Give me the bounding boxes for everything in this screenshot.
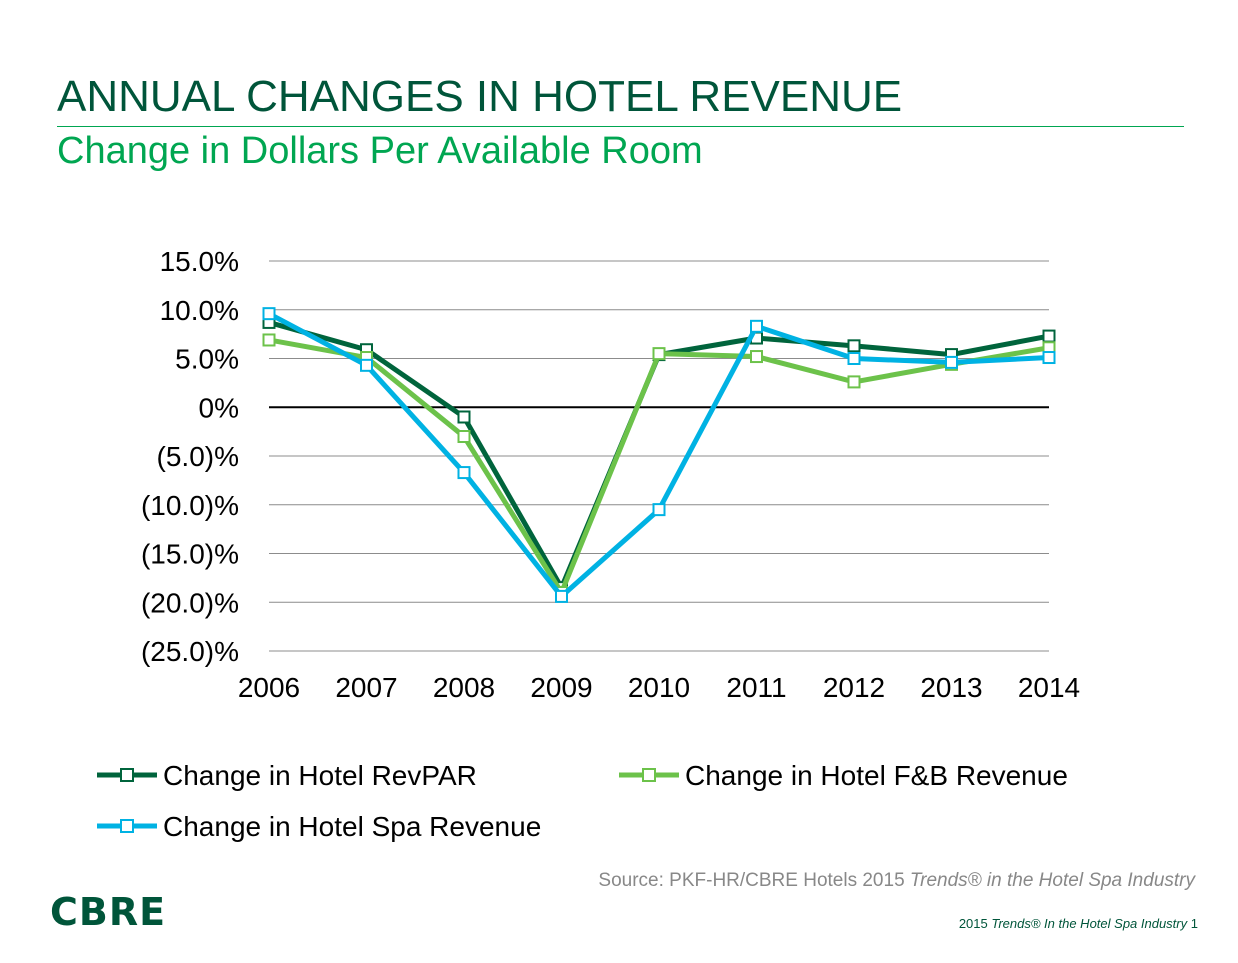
source-note: Source: PKF-HR/CBRE Hotels 2015 Trends® …: [598, 870, 1195, 892]
data-point: [457, 430, 471, 443]
data-point: [262, 333, 276, 347]
y-tick-label: 0%: [199, 392, 239, 423]
legend-marker: [120, 768, 134, 782]
data-point: [360, 358, 373, 372]
legend-label: Change in Hotel F&B Revenue: [685, 760, 1068, 791]
data-point: [1042, 351, 1056, 365]
x-tick-label: 2014: [1018, 672, 1080, 703]
data-point: [652, 347, 666, 361]
page-number: 1: [1190, 916, 1198, 931]
data-point: [1042, 329, 1056, 343]
source-text: Source: PKF-HR/CBRE Hotels 2015: [598, 870, 910, 891]
data-point: [652, 503, 666, 517]
y-tick-label: (20.0)%: [141, 587, 239, 618]
x-tick-label: 2008: [433, 672, 495, 703]
data-point: [750, 319, 763, 333]
data-point: [457, 410, 471, 424]
y-tick-label: 10.0%: [160, 295, 239, 326]
x-tick-label: 2011: [726, 672, 786, 703]
footer-publication: Trends® In the Hotel Spa Industry: [991, 916, 1188, 931]
x-tick-label: 2010: [628, 672, 690, 703]
page-title: ANNUAL CHANGES IN HOTEL REVENUE: [57, 72, 903, 121]
page-footer: 2015 Trends® In the Hotel Spa Industry 1: [959, 916, 1198, 931]
x-tick-label: 2012: [823, 672, 885, 703]
data-point: [262, 307, 276, 321]
y-tick-label: 5.0%: [175, 344, 239, 375]
x-tick-label: 2007: [335, 672, 397, 703]
legend-label: Change in Hotel RevPAR: [163, 760, 477, 791]
cbre-logo: CBRE: [50, 890, 167, 934]
page-subtitle: Change in Dollars Per Available Room: [57, 130, 703, 172]
footer-year: 2015: [958, 916, 992, 931]
source-publication: Trends® in the Hotel Spa Industry: [909, 870, 1195, 891]
x-tick-label: 2006: [238, 672, 300, 703]
legend-marker: [120, 819, 134, 833]
data-point: [847, 339, 861, 353]
data-point: [945, 355, 958, 369]
data-point: [750, 350, 763, 364]
legend-marker: [642, 768, 656, 782]
y-tick-label: (25.0)%: [141, 636, 239, 667]
series-line: [268, 337, 1050, 595]
data-point: [847, 375, 861, 389]
y-tick-label: (10.0)%: [141, 490, 239, 521]
data-point: [847, 352, 861, 365]
y-tick-label: 15.0%: [160, 246, 239, 277]
y-tick-label: (15.0)%: [141, 539, 239, 570]
x-tick-label: 2009: [530, 672, 592, 703]
legend-label: Change in Hotel Spa Revenue: [163, 811, 541, 842]
x-tick-label: 2013: [920, 672, 982, 703]
data-point: [457, 466, 471, 480]
y-tick-label: (5.0)%: [157, 441, 239, 472]
title-divider: [57, 126, 1184, 127]
data-point: [555, 589, 568, 603]
